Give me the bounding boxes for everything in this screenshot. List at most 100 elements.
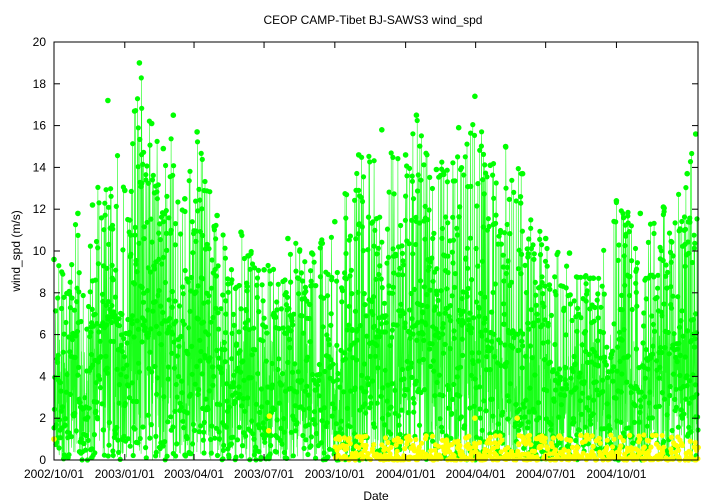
data-point-green	[108, 193, 114, 199]
data-point-yellow	[637, 436, 643, 442]
data-point-green	[158, 303, 164, 309]
data-point-green	[59, 404, 66, 410]
data-point-green	[307, 339, 313, 345]
data-point-green	[399, 250, 405, 256]
data-point-green	[449, 410, 455, 417]
data-point-green	[73, 333, 79, 339]
data-point-green	[328, 357, 334, 363]
data-point-yellow	[561, 447, 568, 453]
data-point-yellow	[385, 439, 391, 446]
data-point-green	[166, 215, 172, 221]
data-point-green	[378, 393, 384, 399]
data-point-green	[196, 429, 202, 435]
data-point-green	[73, 428, 79, 434]
data-point-green	[563, 382, 570, 388]
data-point-green	[472, 376, 478, 382]
data-point-green	[606, 414, 612, 420]
data-point-green	[435, 297, 441, 303]
data-point-green	[281, 429, 287, 435]
data-point-green	[255, 371, 261, 377]
data-point-green	[260, 298, 266, 304]
data-point-green	[180, 418, 186, 424]
data-point-green	[483, 367, 489, 373]
data-point-green	[155, 292, 161, 298]
data-point-green	[144, 163, 150, 169]
data-point-green	[397, 431, 403, 437]
data-point-green	[450, 237, 457, 243]
data-point-green	[620, 210, 626, 217]
data-point-green	[575, 305, 581, 311]
data-point-green	[127, 217, 133, 223]
data-point-green	[654, 294, 660, 301]
data-point-green	[366, 381, 372, 387]
data-point-green	[310, 417, 316, 423]
data-point-green	[133, 261, 139, 267]
data-point-green	[347, 424, 353, 430]
data-point-yellow	[526, 437, 532, 443]
data-point-yellow	[687, 438, 693, 444]
data-point-yellow	[578, 432, 584, 438]
data-point-green	[665, 269, 671, 275]
data-point-green	[418, 389, 424, 396]
data-point-green	[420, 331, 426, 337]
data-point-green	[230, 384, 236, 390]
data-point-green	[480, 224, 486, 230]
data-point-green	[249, 352, 255, 358]
data-point-yellow	[552, 447, 559, 453]
data-point-green	[211, 373, 217, 379]
data-point-green	[399, 407, 405, 413]
data-point-green	[84, 326, 90, 332]
data-point-yellow	[363, 433, 369, 439]
data-point-green	[545, 339, 551, 345]
data-point-yellow	[546, 451, 553, 457]
data-point-green	[281, 449, 287, 456]
data-point-green	[522, 414, 528, 420]
data-point-green	[667, 249, 674, 255]
data-point-yellow	[653, 432, 659, 438]
data-point-green	[269, 360, 275, 367]
data-point-green	[675, 294, 681, 300]
data-point-green	[387, 343, 393, 349]
data-point-green	[694, 391, 700, 397]
data-point-green	[375, 365, 381, 371]
data-point-green	[72, 222, 79, 228]
data-point-yellow	[406, 433, 412, 439]
data-point-green	[571, 353, 577, 360]
data-point-green	[427, 259, 433, 265]
data-point-green	[570, 415, 577, 422]
data-point-green	[156, 331, 162, 337]
data-point-green	[355, 289, 361, 295]
data-point-green	[391, 191, 397, 197]
data-point-green	[415, 172, 421, 178]
data-point-green	[164, 193, 170, 199]
data-point-green	[431, 368, 437, 374]
data-point-green	[236, 384, 242, 390]
data-point-green	[577, 398, 583, 404]
data-point-green	[601, 291, 607, 297]
data-point-green	[121, 433, 127, 439]
data-point-green	[110, 226, 116, 232]
data-point-green	[594, 297, 600, 303]
data-point-green	[203, 396, 209, 402]
data-point-yellow-notable	[266, 413, 273, 419]
data-point-green	[469, 277, 475, 283]
data-point-green	[317, 274, 323, 280]
data-point-green	[399, 366, 406, 372]
data-point-green	[352, 308, 358, 314]
data-point-yellow	[423, 433, 429, 439]
data-point-green	[418, 133, 424, 139]
data-point-green	[428, 363, 434, 369]
data-point-green	[398, 301, 404, 307]
data-point-green	[80, 292, 86, 299]
data-point-green	[60, 271, 66, 277]
data-point-green	[548, 421, 554, 428]
data-point-green	[429, 255, 435, 261]
data-point-green	[572, 361, 578, 367]
data-point-yellow	[444, 440, 450, 446]
data-point-green	[537, 252, 544, 258]
data-point-green	[601, 247, 607, 253]
data-point-green	[186, 178, 192, 184]
data-point-green	[505, 416, 511, 422]
data-point-green	[523, 353, 529, 359]
data-point-green	[413, 214, 419, 220]
